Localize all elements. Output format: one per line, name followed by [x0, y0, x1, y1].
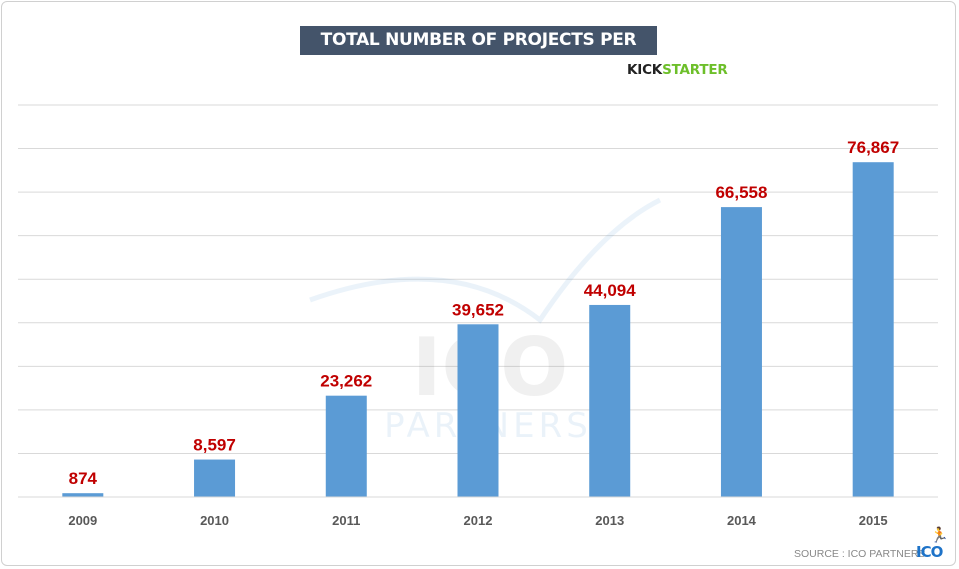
- data-label-2014: 66,558: [715, 183, 767, 202]
- x-tick-label-2012: 2012: [464, 513, 493, 528]
- ico-logo: ICO: [916, 543, 943, 561]
- data-label-2011: 23,262: [320, 372, 372, 391]
- data-label-2013: 44,094: [584, 281, 637, 300]
- bar-2012: [457, 324, 499, 497]
- x-tick-label-2010: 2010: [200, 513, 229, 528]
- data-label-2012: 39,652: [452, 300, 504, 319]
- data-label-2015: 76,867: [847, 138, 899, 157]
- bars: [62, 162, 894, 497]
- bar-2009: [62, 493, 104, 497]
- data-label-2010: 8,597: [193, 436, 236, 455]
- x-tick-label-2011: 2011: [332, 513, 360, 528]
- source-text: SOURCE : ICO PARTNERS: [794, 548, 926, 560]
- x-tick-label-2009: 2009: [68, 513, 97, 528]
- x-tick-label-2013: 2013: [595, 513, 624, 528]
- kickstarter-logo: KICKSTARTER: [627, 62, 728, 78]
- runner-icon: 🏃: [930, 527, 949, 544]
- bar-2013: [589, 304, 631, 497]
- bar-2015: [852, 162, 894, 497]
- bar-2010: [194, 459, 236, 497]
- x-tick-label-2014: 2014: [727, 513, 757, 528]
- data-label-2009: 874: [69, 469, 98, 488]
- x-tick-label-2015: 2015: [859, 513, 888, 528]
- chart-title: TOTAL NUMBER OF PROJECTS PER YEAR: [300, 26, 657, 79]
- bar-2011: [325, 395, 367, 497]
- bar-2014: [720, 207, 762, 497]
